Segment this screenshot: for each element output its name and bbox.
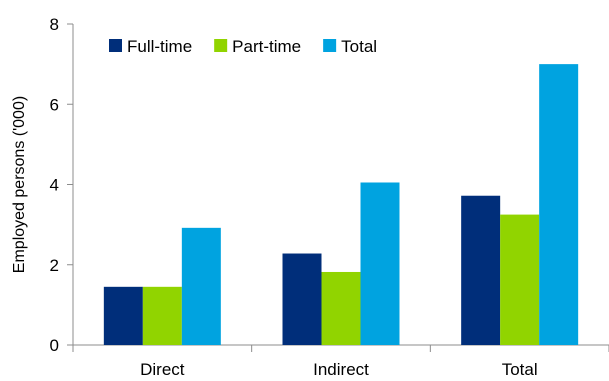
legend-label: Full-time	[127, 37, 192, 56]
bar-total-direct	[181, 227, 221, 345]
y-axis-title: Employed persons ('000)	[11, 96, 28, 273]
legend-swatch	[214, 39, 228, 52]
bar-total-total	[539, 64, 579, 345]
y-axis: 0 2 4 6 8	[50, 15, 74, 355]
bar-part-time-indirect	[321, 271, 361, 345]
bars	[103, 64, 579, 345]
x-tick-label: Direct	[140, 360, 185, 379]
y-tick-label: 8	[50, 15, 59, 34]
x-axis: Direct Indirect Total	[72, 344, 609, 379]
bar-full-time-direct	[103, 286, 143, 345]
legend-label: Part-time	[232, 37, 301, 56]
y-tick-label: 4	[50, 176, 59, 195]
legend-label: Total	[341, 37, 377, 56]
y-tick-label: 2	[50, 256, 59, 275]
bar-full-time-indirect	[282, 253, 322, 345]
bar-part-time-direct	[142, 286, 182, 345]
y-tick-label: 0	[50, 336, 59, 355]
x-tick-label: Indirect	[313, 360, 369, 379]
bar-full-time-total	[461, 195, 501, 345]
legend-swatch	[323, 39, 337, 52]
legend: Full-time Part-time Total	[109, 37, 377, 56]
legend-swatch	[109, 39, 122, 52]
bar-part-time-total	[500, 214, 540, 345]
x-tick-label: Total	[502, 360, 538, 379]
bar-total-indirect	[360, 182, 400, 345]
y-tick-label: 6	[50, 95, 59, 114]
